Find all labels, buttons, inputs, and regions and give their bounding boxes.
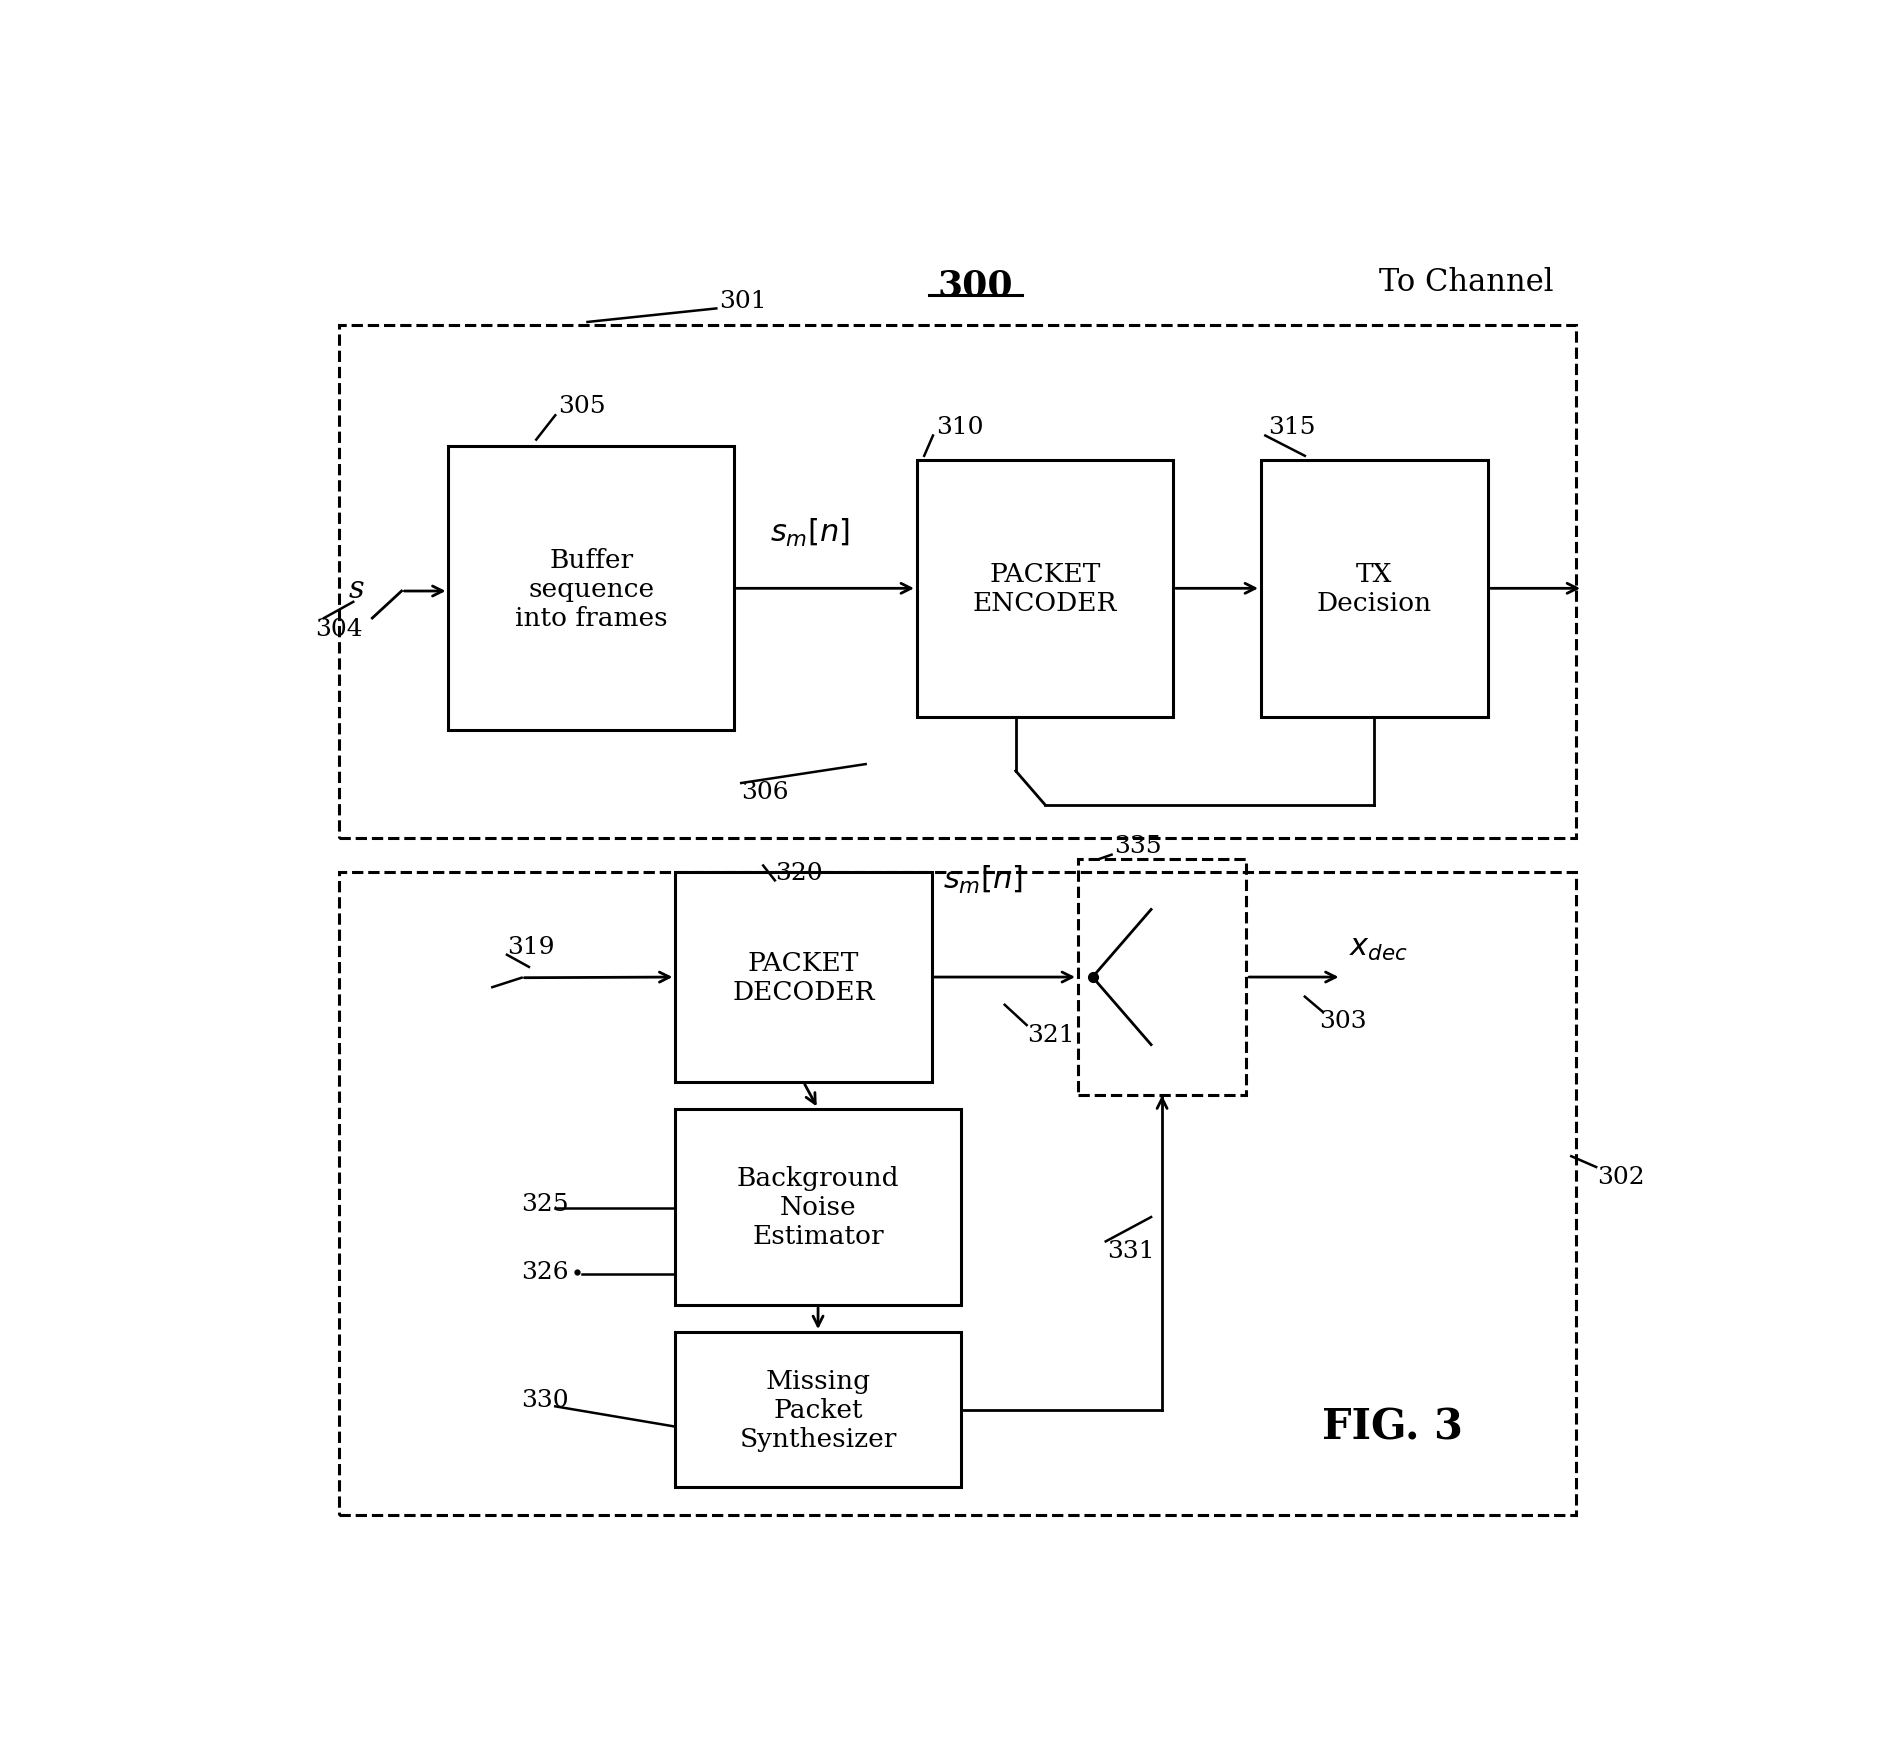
Text: 302: 302 bbox=[1598, 1165, 1645, 1188]
Text: $s_m[n]$: $s_m[n]$ bbox=[943, 863, 1022, 895]
Text: TX
Decision: TX Decision bbox=[1317, 562, 1432, 616]
Text: PACKET
ENCODER: PACKET ENCODER bbox=[973, 562, 1116, 616]
Text: FIG. 3: FIG. 3 bbox=[1322, 1406, 1464, 1448]
Bar bbox=[676, 1332, 962, 1488]
Text: 306: 306 bbox=[740, 781, 790, 804]
Text: $s_m[n]$: $s_m[n]$ bbox=[771, 516, 850, 548]
Bar bbox=[448, 448, 735, 730]
Text: 301: 301 bbox=[720, 290, 767, 312]
Bar bbox=[916, 460, 1173, 718]
Text: To Channel: To Channel bbox=[1379, 267, 1553, 298]
Text: 304: 304 bbox=[315, 618, 363, 641]
Text: 315: 315 bbox=[1268, 416, 1317, 439]
Text: 330: 330 bbox=[521, 1388, 569, 1411]
Bar bbox=[1079, 860, 1247, 1095]
Text: 335: 335 bbox=[1115, 834, 1162, 856]
Bar bbox=[676, 1109, 962, 1306]
Text: 326: 326 bbox=[521, 1260, 569, 1283]
Text: PACKET
DECODER: PACKET DECODER bbox=[733, 951, 875, 1004]
Text: s: s bbox=[348, 574, 365, 604]
Text: $x_{dec}$: $x_{dec}$ bbox=[1349, 932, 1407, 962]
Text: 305: 305 bbox=[559, 395, 606, 418]
Text: 319: 319 bbox=[506, 935, 555, 958]
Bar bbox=[676, 872, 931, 1083]
Bar bbox=[338, 872, 1575, 1515]
Text: 303: 303 bbox=[1319, 1009, 1368, 1034]
Text: Buffer
sequence
into frames: Buffer sequence into frames bbox=[516, 548, 667, 630]
Text: 310: 310 bbox=[935, 416, 984, 439]
Bar bbox=[338, 325, 1575, 839]
Text: 331: 331 bbox=[1107, 1239, 1154, 1262]
Bar bbox=[1262, 460, 1489, 718]
Text: 325: 325 bbox=[521, 1192, 569, 1214]
Text: 300: 300 bbox=[937, 269, 1013, 302]
Text: 321: 321 bbox=[1028, 1023, 1075, 1046]
Text: 320: 320 bbox=[774, 862, 822, 885]
Text: Missing
Packet
Synthesizer: Missing Packet Synthesizer bbox=[739, 1369, 897, 1451]
Text: Background
Noise
Estimator: Background Noise Estimator bbox=[737, 1165, 899, 1250]
